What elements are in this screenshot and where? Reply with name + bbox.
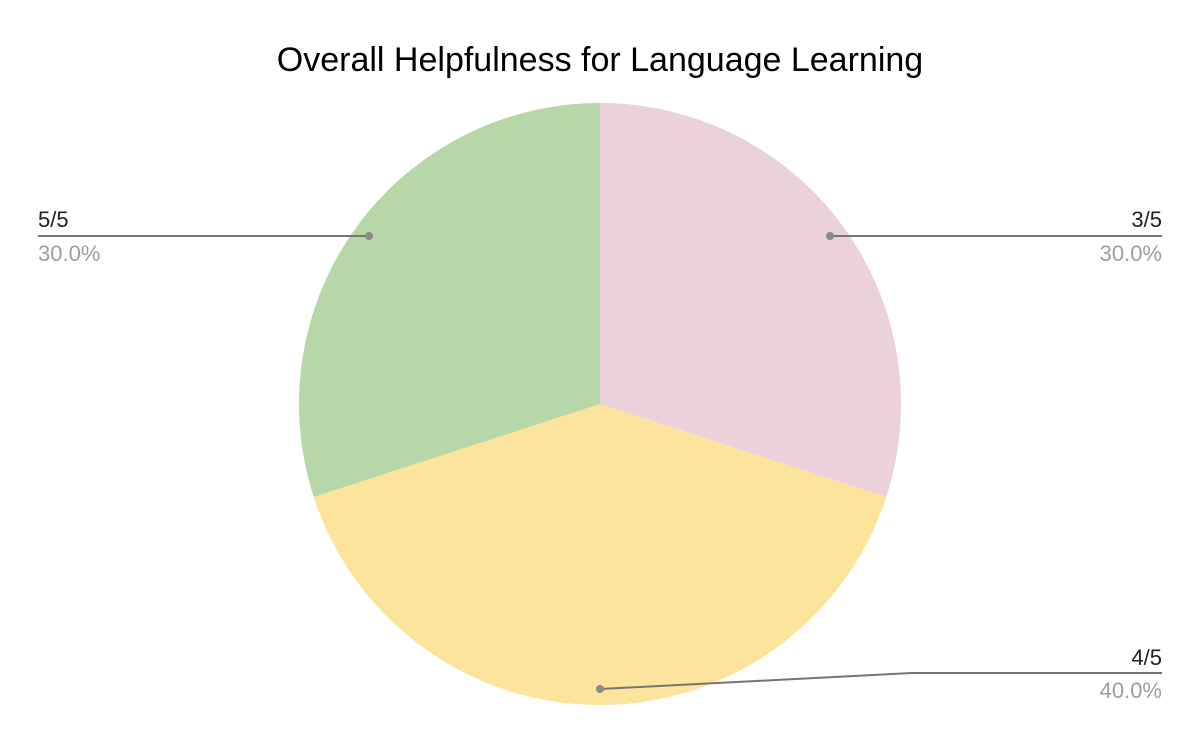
callout-dot: [826, 232, 834, 240]
callout-dot: [365, 232, 373, 240]
slice-percent-label: 30.0%: [38, 241, 100, 266]
callout-line: [599, 672, 1162, 690]
slice-label: 5/5: [38, 207, 69, 232]
slice-percent-label: 30.0%: [1100, 241, 1162, 266]
slice-label: 4/5: [1131, 645, 1162, 670]
pie-slice-3-of-5: [600, 103, 902, 498]
pie-slice-4-of-5: [313, 404, 887, 706]
slice-label: 3/5: [1131, 207, 1162, 232]
chart-title: Overall Helpfulness for Language Learnin…: [277, 41, 923, 79]
pie-slice-5-of-5: [298, 103, 600, 498]
pie-slices: [298, 103, 902, 706]
pie-callouts: 3/5 30.0% 4/5 40.0% 5/5 30.0%: [38, 207, 1162, 703]
slice-percent-label: 40.0%: [1100, 678, 1162, 703]
callout-dot: [596, 685, 604, 693]
